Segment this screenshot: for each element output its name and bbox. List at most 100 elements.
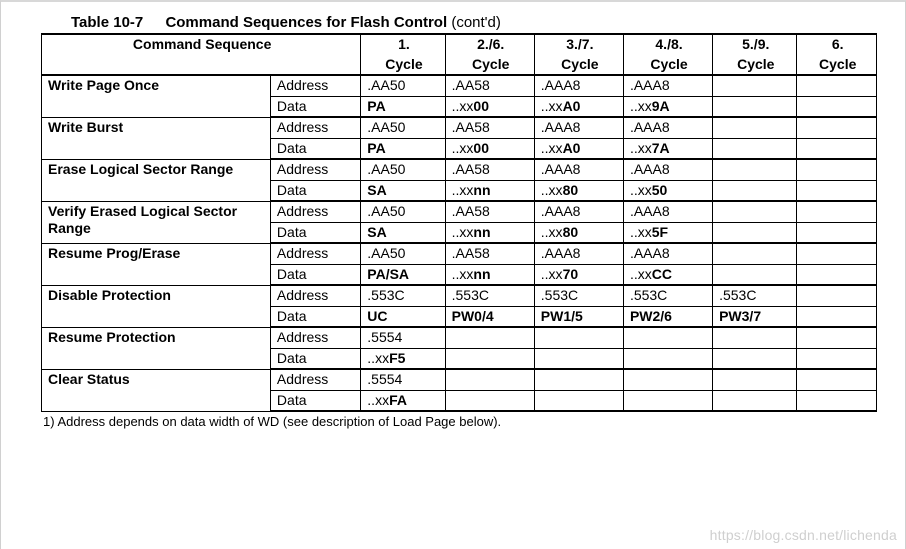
address-cell [713,369,797,390]
data-cell: ..xx00 [445,138,534,159]
table-number: Table 10-7 [71,14,143,31]
data-cell: ..xx9A [623,96,712,117]
data-cell [534,348,623,369]
data-cell: ..xxFA [361,390,445,411]
data-cell: ..xx50 [623,180,712,201]
data-cell [797,306,877,327]
header-cycle-3: Cycle [534,55,623,76]
header-command-sequence: Command Sequence [42,34,361,75]
data-cell [713,222,797,243]
row-label-data: Data [270,264,360,285]
data-cell [797,180,877,201]
address-cell [797,327,877,348]
command-name: Resume Protection [42,327,271,369]
row-label-address: Address [270,285,360,306]
address-cell [623,369,712,390]
data-cell [797,348,877,369]
address-cell [797,159,877,180]
address-cell [797,117,877,138]
address-cell [797,369,877,390]
address-cell: .AA50 [361,75,445,96]
data-cell: ..xxnn [445,264,534,285]
address-cell: .553C [534,285,623,306]
address-cell [713,75,797,96]
data-cell: ..xx5F [623,222,712,243]
row-label-address: Address [270,369,360,390]
header-cycle-2: Cycle [445,55,534,76]
address-cell: .AAA8 [623,201,712,222]
data-cell [797,96,877,117]
header-cycle-6: Cycle [797,55,877,76]
data-cell [713,348,797,369]
address-cell: .AAA8 [623,117,712,138]
data-cell: ..xxA0 [534,138,623,159]
table-footnote: 1) Address depends on data width of WD (… [41,414,877,429]
address-cell [534,327,623,348]
data-cell [713,390,797,411]
data-cell: ..xx70 [534,264,623,285]
address-cell: .AAA8 [623,75,712,96]
data-cell [797,390,877,411]
command-name: Disable Protection [42,285,271,327]
address-cell: .AAA8 [534,243,623,264]
data-cell: ..xxA0 [534,96,623,117]
address-cell: .AA58 [445,243,534,264]
address-cell [713,117,797,138]
data-cell: ..xxF5 [361,348,445,369]
address-cell: .AAA8 [534,117,623,138]
data-cell: PW3/7 [713,306,797,327]
command-name: Clear Status [42,369,271,411]
row-label-address: Address [270,75,360,96]
data-cell: PA/SA [361,264,445,285]
address-cell: .AA50 [361,117,445,138]
address-cell: .AAA8 [623,243,712,264]
address-cell: .5554 [361,327,445,348]
command-name: Erase Logical Sector Range [42,159,271,201]
address-cell [534,369,623,390]
data-cell [623,348,712,369]
row-label-address: Address [270,117,360,138]
row-label-address: Address [270,201,360,222]
address-cell [445,369,534,390]
command-name: Write Burst [42,117,271,159]
row-label-data: Data [270,390,360,411]
row-label-data: Data [270,96,360,117]
data-cell [713,138,797,159]
row-label-data: Data [270,138,360,159]
data-cell: ..xxnn [445,180,534,201]
data-cell: ..xx80 [534,222,623,243]
address-cell [797,243,877,264]
address-cell [797,285,877,306]
address-cell [713,159,797,180]
table-cont: (cont'd) [447,14,501,31]
watermark-text: https://blog.csdn.net/lichenda [710,527,897,543]
command-name: Write Page Once [42,75,271,117]
address-cell: .AA50 [361,159,445,180]
data-cell: ..xx7A [623,138,712,159]
data-cell [797,138,877,159]
data-cell: ..xx80 [534,180,623,201]
address-cell: .AA58 [445,75,534,96]
address-cell: .AAA8 [534,201,623,222]
address-cell: .553C [623,285,712,306]
command-name: Resume Prog/Erase [42,243,271,285]
address-cell [445,327,534,348]
data-cell [713,96,797,117]
data-cell: PW2/6 [623,306,712,327]
row-label-data: Data [270,306,360,327]
address-cell: .553C [713,285,797,306]
address-cell [713,243,797,264]
address-cell: .AA58 [445,159,534,180]
data-cell [713,180,797,201]
address-cell: .AA58 [445,201,534,222]
data-cell: SA [361,180,445,201]
command-name: Verify Erased Logical Sector Range [42,201,271,243]
data-cell: SA [361,222,445,243]
address-cell: .553C [361,285,445,306]
row-label-data: Data [270,222,360,243]
address-cell: .AA50 [361,201,445,222]
data-cell [623,390,712,411]
flash-commands-table: Command Sequence 1. 2./6. 3./7. 4./8. 5.… [41,33,877,412]
data-cell [445,348,534,369]
header-col-2: 2./6. [445,34,534,55]
